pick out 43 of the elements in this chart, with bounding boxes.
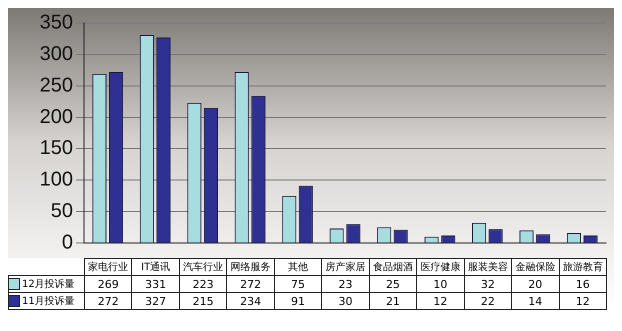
- data-label: 234: [226, 292, 274, 310]
- legend-label: 12月投诉量: [22, 279, 75, 290]
- data-label: 12: [416, 292, 464, 310]
- y-tick-label: 250: [40, 74, 73, 96]
- x-tick-label: 旅游教育: [559, 258, 606, 276]
- data-label: 75: [274, 276, 322, 292]
- x-tick-label: 房产家居: [322, 258, 370, 276]
- data-label: 16: [559, 276, 606, 292]
- data-label: 25: [369, 276, 417, 292]
- legend-label: 11月投诉量: [22, 296, 75, 307]
- data-label: 22: [464, 292, 512, 310]
- x-tick-label: 网络服务: [226, 258, 274, 276]
- data-label: 215: [179, 292, 227, 310]
- data-label: 14: [512, 292, 560, 310]
- x-tick-label: 家电行业: [84, 258, 132, 276]
- data-label: 12: [559, 292, 606, 310]
- data-label: 30: [322, 292, 370, 310]
- y-tick-label: 350: [40, 12, 73, 34]
- data-label: 20: [512, 276, 560, 292]
- data-label: 21: [369, 292, 417, 310]
- data-label: 91: [274, 292, 322, 310]
- data-label: 23: [322, 276, 370, 292]
- data-label: 331: [132, 276, 180, 292]
- y-tick-label: 200: [40, 106, 73, 128]
- data-label: 272: [226, 276, 274, 292]
- x-tick-label: 金融保险: [512, 258, 560, 276]
- data-label: 272: [84, 292, 132, 310]
- y-tick-label: 0: [62, 232, 73, 254]
- x-tick-label: IT通讯: [132, 258, 180, 276]
- y-tick-label: 300: [40, 42, 73, 65]
- x-tick-label: 汽车行业: [179, 258, 227, 276]
- data-label: 269: [84, 276, 132, 292]
- data-label: 327: [132, 292, 180, 310]
- y-tick-label: 100: [40, 168, 73, 191]
- x-tick-label: 食品烟酒: [369, 258, 417, 276]
- data-label: 10: [416, 276, 464, 292]
- x-tick-label: 其他: [274, 258, 322, 276]
- y-tick-label: 150: [40, 137, 73, 160]
- x-tick-label: 服装美容: [464, 258, 512, 276]
- data-label: 32: [464, 276, 512, 292]
- y-tick-label: 50: [50, 200, 73, 222]
- data-label: 223: [179, 276, 227, 292]
- x-tick-label: 医疗健康: [416, 258, 464, 276]
